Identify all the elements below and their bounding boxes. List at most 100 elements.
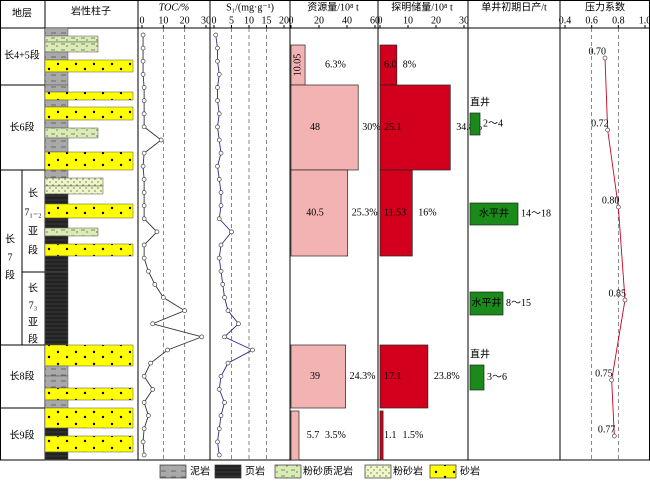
profile-point <box>141 373 147 379</box>
profile-point <box>154 229 160 235</box>
profile-point <box>213 32 219 38</box>
share-label: 34.8% <box>456 122 482 133</box>
header: TOC/% <box>159 2 189 13</box>
pressure-point <box>609 377 615 383</box>
profile-point <box>215 98 220 103</box>
lithology-layer <box>44 137 69 153</box>
legend-label: 粉砂岩 <box>393 464 423 477</box>
production-box <box>469 112 481 136</box>
header: 地层 <box>12 6 32 19</box>
production-range: 8～15 <box>506 298 531 309</box>
profile-line <box>142 35 204 456</box>
profile-point <box>229 229 234 235</box>
pressure-point <box>602 55 608 61</box>
lithology-layer <box>44 177 104 187</box>
profile-point <box>215 45 220 51</box>
pressure-point <box>611 433 617 439</box>
value-label: 1.1 <box>384 430 397 441</box>
strata-label: 亚 <box>28 317 38 328</box>
lithology-layer <box>44 71 69 86</box>
x-tick-label: 0.4 <box>559 15 572 26</box>
x-tick-label: 30 <box>459 15 469 26</box>
profile-point <box>216 387 222 392</box>
profile-point <box>250 347 255 353</box>
strata-label: 长8段 <box>10 369 35 382</box>
share-label: 1.5% <box>403 430 424 441</box>
value-label: 0.77 <box>598 424 616 435</box>
strata-label: 7 <box>8 252 13 263</box>
bar <box>379 169 413 257</box>
lithology-layer <box>44 451 69 461</box>
value-label: 0.75 <box>595 368 613 379</box>
profile-point <box>182 308 188 313</box>
profile-point <box>216 452 222 458</box>
legend-swatch <box>429 464 457 479</box>
profile-point <box>218 190 224 195</box>
lithology-layer <box>44 365 69 377</box>
share-label: 25.3% <box>352 207 378 218</box>
strata-label: 长 <box>28 282 38 294</box>
x-tick-label: 5 <box>229 15 234 26</box>
profile-point <box>141 177 147 182</box>
strata-label: 段 <box>28 243 38 256</box>
bar <box>379 410 384 461</box>
lithology-layer <box>44 344 134 367</box>
value-label: 25.1 <box>384 122 402 133</box>
x-tick-label: 20 <box>279 15 289 26</box>
profile-point <box>216 426 222 432</box>
profile-point <box>140 439 146 445</box>
legend-label: 粉砂质泥岩 <box>303 464 353 477</box>
profile-point <box>220 282 226 287</box>
header: 单井初期日产/t <box>481 0 547 13</box>
lithology-layer <box>44 427 69 437</box>
lithology-layer <box>44 119 69 129</box>
production-box <box>469 202 519 226</box>
profile-point <box>141 426 147 432</box>
header: 压力系数 <box>585 0 625 13</box>
profile-point <box>216 255 222 261</box>
profile-point <box>150 321 156 327</box>
strata-label: 长 <box>28 187 38 199</box>
profile-point <box>140 72 146 77</box>
profile-point <box>141 255 147 261</box>
profile-point <box>141 85 147 90</box>
legend-label: 砂岩 <box>460 464 480 477</box>
header: 岩性柱子 <box>71 4 111 17</box>
strata-label: 段 <box>28 332 38 345</box>
pressure-point <box>605 127 611 133</box>
well-type: 水平井 <box>472 296 502 309</box>
profile-point <box>218 150 224 156</box>
bar <box>379 84 451 171</box>
pressure-line <box>604 57 626 437</box>
profile-point <box>141 111 147 117</box>
profile-point <box>141 124 147 130</box>
pressure-point <box>622 297 628 303</box>
strata-label: 长 <box>5 233 15 245</box>
value-label: 10.05 <box>292 54 303 77</box>
lithology-layer <box>44 243 134 257</box>
share-label: 30% <box>362 122 380 133</box>
lithology-layer <box>44 235 69 245</box>
profile-point <box>165 347 170 353</box>
profile-point <box>215 439 220 445</box>
bar <box>290 410 300 461</box>
profile-point <box>215 58 220 64</box>
share-label: 6.3% <box>325 59 346 70</box>
profile-point <box>216 216 222 222</box>
lithology-layer <box>44 151 134 171</box>
lithology-layer <box>44 203 134 219</box>
strata-label: 7₁₋₂ <box>24 207 41 218</box>
profile-point <box>236 321 241 327</box>
value-label: 40.5 <box>306 207 324 218</box>
pressure-point <box>615 204 621 210</box>
well-type: 直井 <box>470 347 490 360</box>
lithology-layer <box>44 84 69 93</box>
profile-point <box>222 400 227 405</box>
x-tick-label: 0 <box>140 15 145 26</box>
lithology-layer <box>44 27 69 37</box>
legend-swatch <box>159 464 187 479</box>
profile-point <box>216 137 222 143</box>
production-box <box>469 291 504 316</box>
profile-point <box>225 308 231 313</box>
well-type: 水平井 <box>479 206 509 219</box>
